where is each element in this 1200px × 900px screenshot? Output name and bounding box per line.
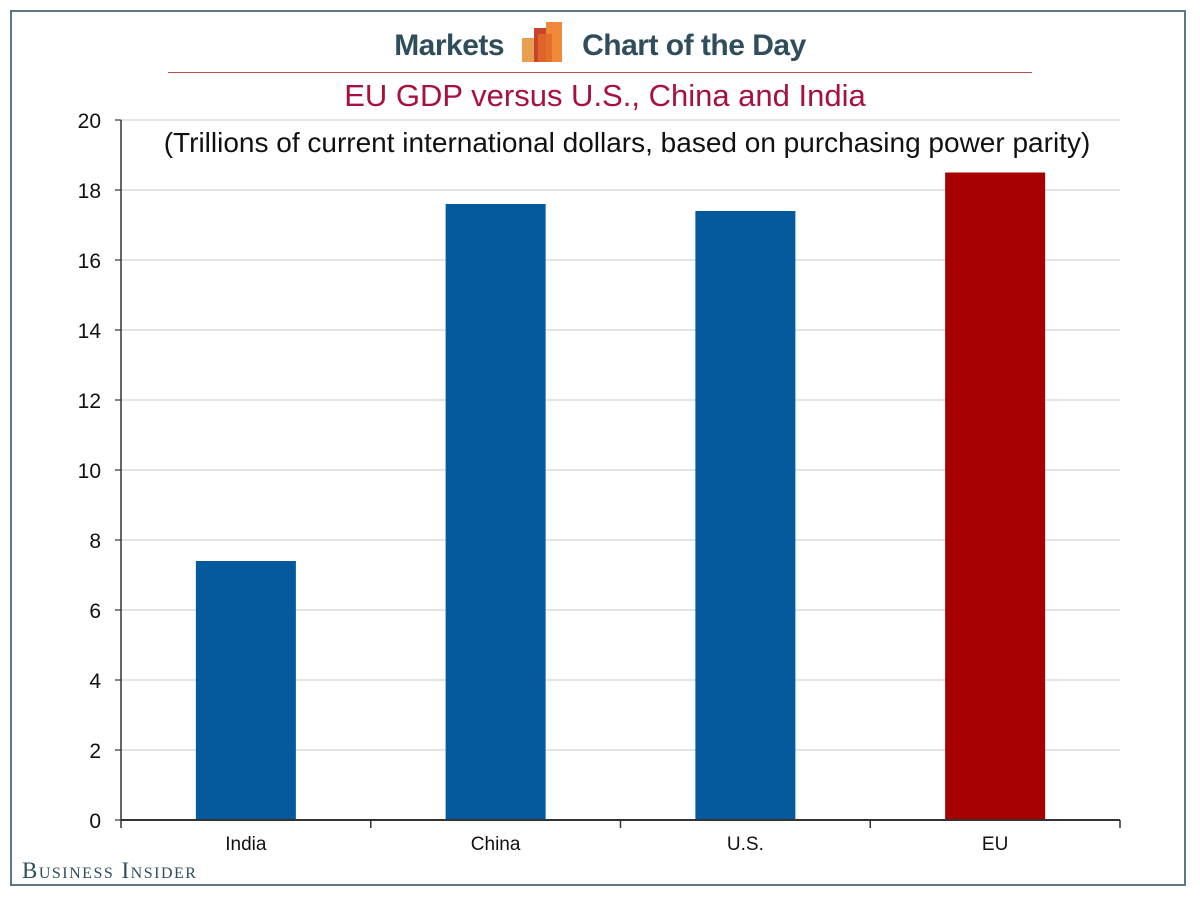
axes: 0 2 4 6 8 10 12 14 16 18 20 India China U.S. EU	[78, 110, 1121, 855]
chart-title: EU GDP versus U.S., China and India	[344, 78, 866, 113]
chart-of-the-day-label: Chart of the Day	[582, 29, 806, 62]
y-tick-label: 16	[78, 250, 101, 273]
y-tick-label: 20	[78, 110, 101, 133]
y-tick-label: 14	[78, 320, 102, 343]
y-tick-label: 8	[89, 530, 101, 553]
x-tick-label: EU	[982, 834, 1008, 855]
bar-china	[445, 204, 546, 820]
bar-chart-logo-icon	[520, 22, 566, 70]
y-tick-label: 0	[89, 810, 101, 833]
chart-subtitle: (Trillions of current international doll…	[164, 127, 1091, 158]
header-divider	[168, 72, 1032, 73]
chart-frame	[10, 10, 1186, 886]
y-tick-label: 10	[78, 460, 101, 483]
business-insider-logo: Business Insider	[22, 858, 198, 883]
x-tick-label: U.S.	[727, 834, 764, 855]
y-tick-label: 12	[78, 390, 101, 413]
y-tick-label: 6	[89, 600, 101, 623]
x-tick-label: India	[225, 834, 267, 855]
y-tick-label: 4	[89, 670, 101, 693]
y-tick-label: 2	[89, 740, 101, 763]
brand-header: Markets Chart of the Day	[0, 22, 1200, 70]
markets-label: Markets	[394, 29, 505, 62]
bars	[195, 172, 1046, 820]
y-tick-label: 18	[78, 180, 101, 203]
bar-us	[695, 211, 796, 820]
bar-india	[195, 561, 296, 820]
bar-eu	[945, 172, 1046, 820]
x-tick-label: China	[471, 834, 521, 855]
